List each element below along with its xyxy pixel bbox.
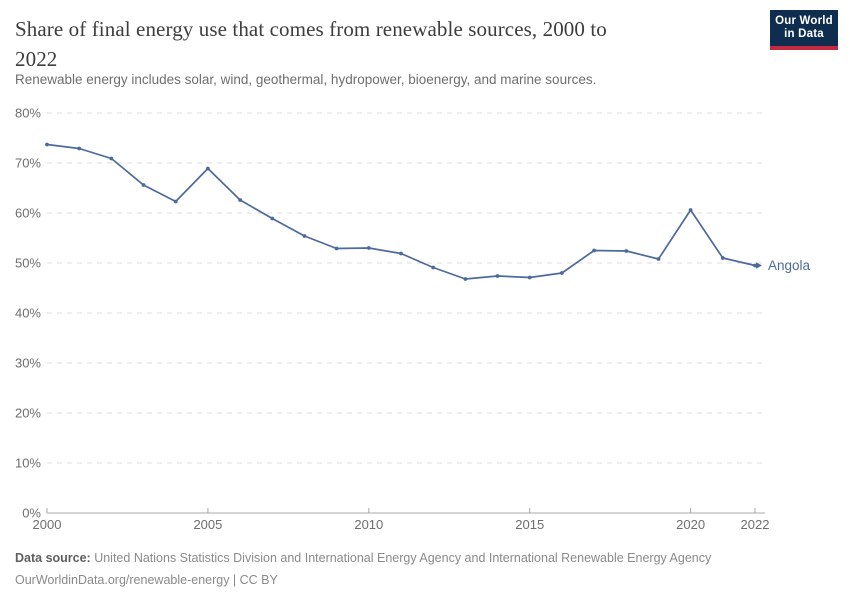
data-source-label: Data source: xyxy=(15,551,91,565)
chart-title-line-2: 2022 xyxy=(15,47,58,71)
y-tick-label: 0% xyxy=(22,506,41,521)
chart-title-line-1: Share of final energy use that comes fro… xyxy=(15,17,607,41)
y-tick-label: 70% xyxy=(15,156,41,171)
data-point xyxy=(109,156,114,161)
data-point xyxy=(463,277,468,281)
data-source-text: United Nations Statistics Division and I… xyxy=(90,551,712,565)
page-title: Share of final energy use that comes fro… xyxy=(15,14,760,74)
data-point xyxy=(173,199,178,204)
series-line xyxy=(46,143,756,280)
data-point xyxy=(302,234,307,238)
y-tick-label: 80% xyxy=(15,106,41,121)
data-point xyxy=(399,251,403,256)
data-source-line: Data source: United Nations Statistics D… xyxy=(15,547,835,569)
chart-subtitle: Renewable energy includes solar, wind, g… xyxy=(15,72,597,87)
y-tick-label: 20% xyxy=(15,406,41,421)
data-point xyxy=(270,216,275,221)
owid-logo: Our World in Data xyxy=(770,10,838,50)
data-point xyxy=(560,271,564,275)
y-tick-label: 40% xyxy=(15,306,41,321)
data-point xyxy=(77,146,82,151)
license-line: OurWorldinData.org/renewable-energy | CC… xyxy=(15,573,278,587)
series-end-label: Angola xyxy=(768,258,811,273)
data-point xyxy=(753,263,757,268)
data-point xyxy=(206,166,210,171)
y-tick-label: 30% xyxy=(15,356,41,371)
y-tick-label: 60% xyxy=(15,206,41,221)
owid-logo-line-2: in Data xyxy=(784,28,824,40)
data-point xyxy=(366,246,371,250)
x-tick-label: 2020 xyxy=(676,517,705,532)
data-point xyxy=(431,265,436,270)
data-point xyxy=(624,249,629,253)
x-tick-label: 2015 xyxy=(515,517,544,532)
x-tick-label: 2022 xyxy=(741,517,770,532)
data-point xyxy=(495,274,500,278)
x-tick-label: 2005 xyxy=(193,517,222,532)
data-point xyxy=(141,183,146,187)
series-end-arrow xyxy=(756,262,762,269)
data-point xyxy=(592,248,596,253)
data-point xyxy=(45,142,49,147)
data-point xyxy=(688,208,693,212)
data-point xyxy=(334,246,339,251)
y-tick-label: 10% xyxy=(15,456,41,471)
x-tick-label: 2000 xyxy=(33,517,62,532)
data-point xyxy=(527,275,532,280)
owid-logo-line-1: Our World xyxy=(775,15,833,27)
y-tick-label: 50% xyxy=(15,256,41,271)
data-point xyxy=(720,256,725,260)
chart-footer: Data source: United Nations Statistics D… xyxy=(15,547,835,591)
data-point xyxy=(238,198,243,202)
x-tick-label: 2010 xyxy=(354,517,383,532)
data-point xyxy=(656,257,661,261)
